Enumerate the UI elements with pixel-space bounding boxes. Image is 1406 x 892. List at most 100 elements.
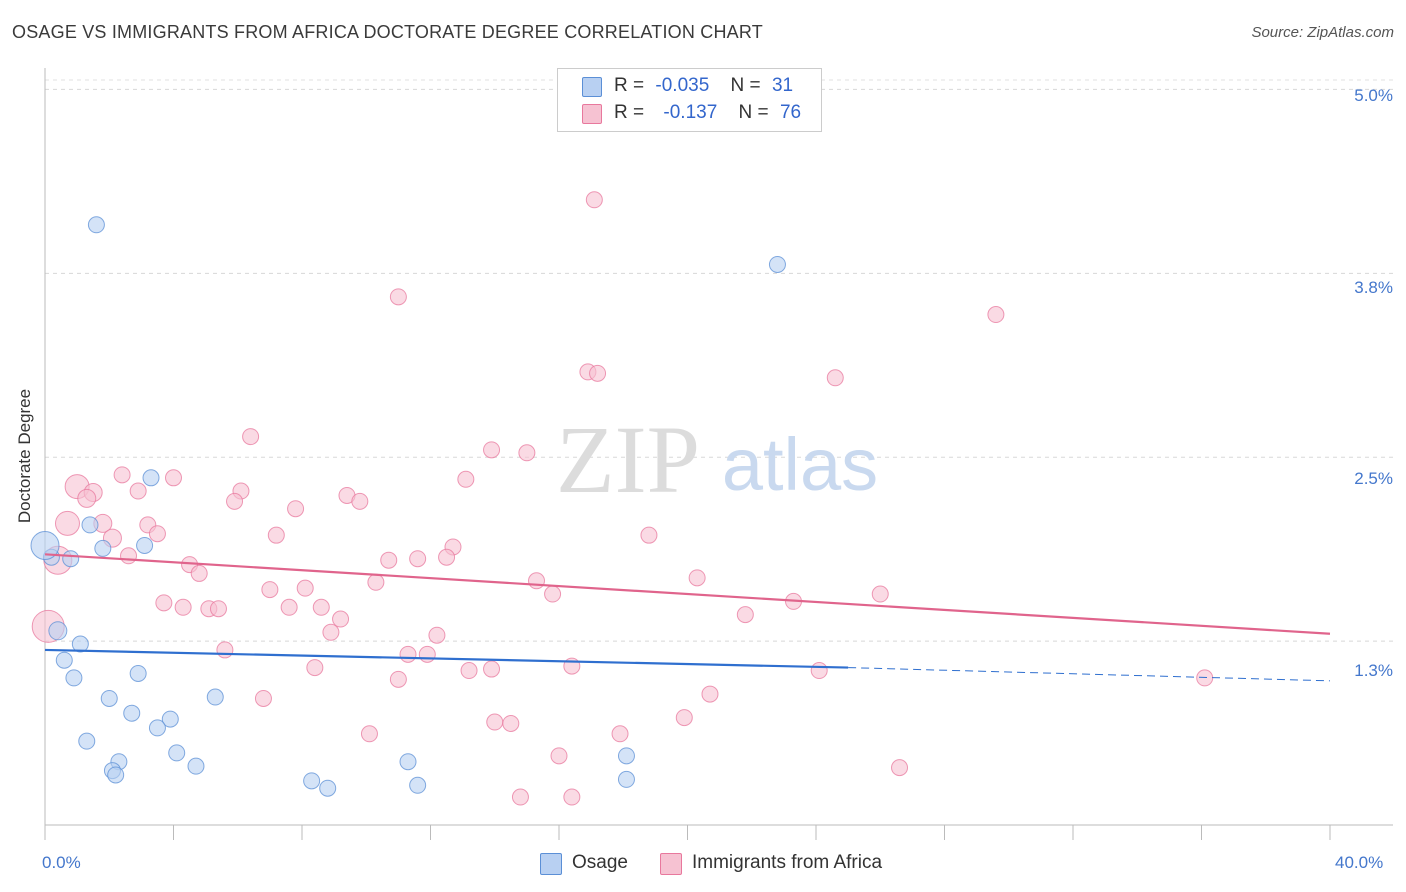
africa-point	[528, 572, 546, 590]
osage-point	[65, 669, 83, 687]
africa-point	[428, 626, 446, 644]
africa-point	[190, 564, 208, 582]
chart-title: OSAGE VS IMMIGRANTS FROM AFRICA DOCTORAT…	[12, 22, 763, 42]
africa-trend-line	[44, 553, 1331, 635]
osage-point	[187, 757, 205, 775]
osage-point	[87, 216, 105, 234]
africa-point	[483, 441, 501, 459]
osage-point	[123, 704, 141, 722]
osage-point	[107, 766, 125, 784]
africa-point	[511, 788, 529, 806]
africa-point	[675, 709, 693, 727]
africa-point	[409, 550, 427, 568]
legend-label-osage: Osage	[572, 852, 628, 873]
africa-point	[113, 466, 131, 484]
grid-lines	[45, 79, 1393, 642]
legend-swatch-africa	[660, 853, 682, 875]
osage-point	[319, 779, 337, 797]
axes	[44, 68, 1393, 840]
africa-point	[332, 610, 350, 628]
osage-point	[768, 255, 786, 273]
y-axis-label: Doctorate Degree	[15, 388, 34, 524]
x-tick-label: 0.0%	[42, 853, 81, 872]
africa-point	[242, 428, 260, 446]
africa-point	[438, 548, 456, 566]
legend-n-label: N =	[738, 102, 769, 123]
africa-point	[418, 645, 436, 663]
africa-point	[129, 482, 147, 500]
africa-point	[871, 585, 889, 603]
africa-point	[585, 191, 603, 209]
africa-point	[891, 759, 909, 777]
africa-point	[226, 492, 244, 510]
watermark-zip: ZIP	[556, 406, 700, 513]
africa-point	[351, 492, 369, 510]
osage-point	[62, 550, 80, 568]
osage-point	[161, 710, 179, 728]
africa-point	[736, 606, 754, 624]
x-tick-label: 40.0%	[1335, 853, 1384, 872]
legend-r-value: -0.137	[663, 102, 718, 123]
stats-legend: R = -0.035 N = 31 R = -0.137 N = 76	[557, 68, 822, 132]
africa-point	[389, 670, 407, 688]
africa-point	[209, 600, 227, 618]
legend-n-value: 31	[771, 75, 794, 96]
africa-point	[77, 488, 97, 508]
africa-point	[165, 469, 182, 487]
y-tick-label: 5.0%	[1354, 86, 1393, 105]
africa-point	[380, 551, 398, 569]
osage-point	[94, 539, 112, 557]
legend-swatch-africa	[582, 104, 602, 124]
africa-point	[486, 713, 504, 731]
africa-point	[306, 659, 324, 677]
africa-point	[688, 569, 706, 587]
africa-point	[296, 579, 314, 597]
africa-point	[148, 525, 166, 543]
legend-r-value: -0.035	[655, 75, 710, 96]
africa-point	[155, 594, 173, 612]
africa-point	[589, 364, 607, 382]
africa-point	[216, 641, 234, 659]
legend-swatch-osage	[540, 853, 562, 875]
osage-point	[71, 635, 89, 653]
africa-point	[287, 500, 305, 518]
africa-point	[261, 581, 279, 599]
osage-point	[136, 536, 154, 554]
africa-point	[483, 660, 501, 678]
africa-point	[518, 444, 536, 462]
africa-point	[611, 725, 629, 743]
africa-point	[389, 288, 407, 306]
osage-point	[303, 772, 321, 790]
trend-lines	[44, 553, 1331, 682]
africa-point	[267, 526, 285, 544]
legend-n-label: N =	[730, 75, 761, 96]
osage-point	[48, 621, 68, 641]
africa-point	[457, 470, 475, 488]
watermark-atlas: atlas	[722, 423, 878, 506]
africa-point	[701, 685, 719, 703]
africa-point	[312, 598, 330, 616]
osage-point	[206, 688, 224, 706]
osage-point	[148, 719, 166, 737]
source-label: Source: ZipAtlas.com	[1251, 24, 1394, 41]
legend-r-label: R =	[614, 75, 645, 96]
africa-point	[322, 623, 340, 641]
africa-point	[502, 714, 520, 732]
osage-point	[142, 469, 160, 487]
y-tick-label: 2.5%	[1354, 469, 1393, 488]
africa-point	[254, 689, 272, 707]
osage-point	[617, 770, 635, 788]
africa-point	[550, 747, 568, 765]
africa-point	[563, 788, 581, 806]
osage-point	[617, 747, 635, 765]
legend-swatch-osage	[582, 77, 602, 97]
osage-point	[30, 530, 60, 560]
africa-point	[280, 598, 298, 616]
africa-point	[174, 598, 192, 616]
osage-trend-extension	[848, 667, 1331, 682]
osage-point	[55, 651, 73, 669]
y-tick-label: 3.8%	[1354, 278, 1393, 297]
y-tick-label: 1.3%	[1354, 661, 1393, 680]
osage-point	[81, 516, 99, 534]
